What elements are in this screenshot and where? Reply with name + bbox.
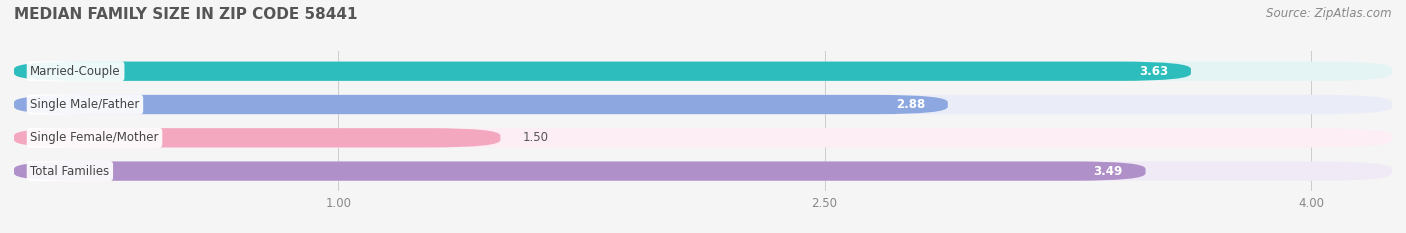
Text: MEDIAN FAMILY SIZE IN ZIP CODE 58441: MEDIAN FAMILY SIZE IN ZIP CODE 58441 [14, 7, 357, 22]
FancyBboxPatch shape [14, 161, 1392, 181]
FancyBboxPatch shape [14, 95, 1392, 114]
Text: 3.63: 3.63 [1139, 65, 1168, 78]
Text: 2.88: 2.88 [896, 98, 925, 111]
FancyBboxPatch shape [14, 161, 1146, 181]
Text: 1.50: 1.50 [523, 131, 550, 144]
FancyBboxPatch shape [14, 62, 1392, 81]
Text: 3.49: 3.49 [1094, 164, 1123, 178]
FancyBboxPatch shape [14, 128, 1392, 147]
FancyBboxPatch shape [14, 95, 948, 114]
Text: Source: ZipAtlas.com: Source: ZipAtlas.com [1267, 7, 1392, 20]
Text: Single Female/Mother: Single Female/Mother [31, 131, 159, 144]
Text: Married-Couple: Married-Couple [31, 65, 121, 78]
Text: Single Male/Father: Single Male/Father [31, 98, 139, 111]
FancyBboxPatch shape [14, 62, 1191, 81]
FancyBboxPatch shape [14, 128, 501, 147]
Text: Total Families: Total Families [31, 164, 110, 178]
